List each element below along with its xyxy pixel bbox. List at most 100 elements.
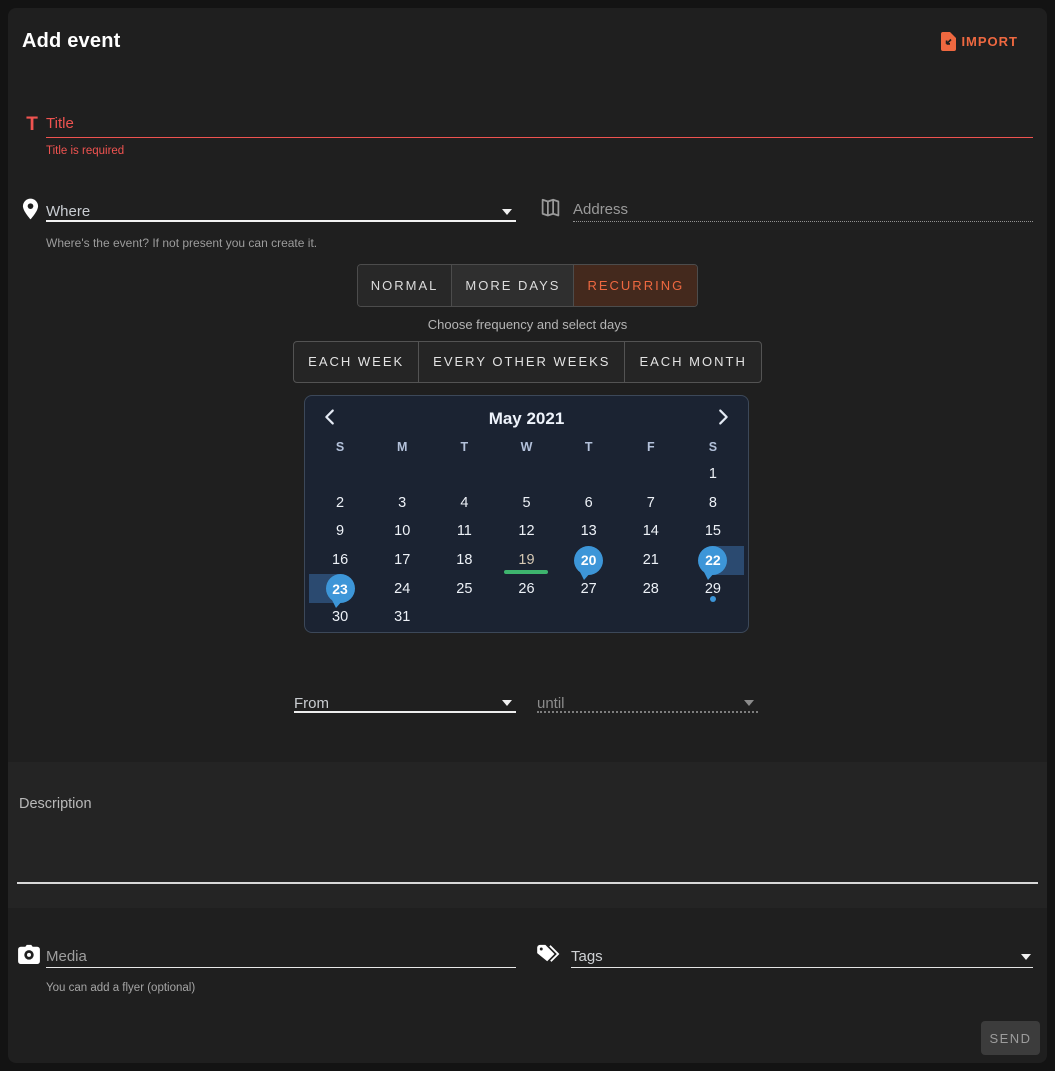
- calendar-day-23[interactable]: 23: [309, 574, 371, 609]
- calendar-day-27[interactable]: 27: [558, 574, 620, 603]
- calendar-day-13[interactable]: 13: [558, 517, 620, 546]
- day-number: 19: [518, 552, 535, 569]
- calendar-empty-cell: [495, 603, 557, 632]
- day-number: 28: [642, 580, 659, 597]
- calendar-day-5[interactable]: 5: [495, 489, 557, 518]
- calendar-day-9[interactable]: 9: [309, 517, 371, 546]
- day-number: 8: [708, 494, 717, 511]
- weekday-label: T: [460, 440, 469, 454]
- calendar-day-20[interactable]: 20: [558, 545, 620, 580]
- calendar-day-7[interactable]: 7: [620, 489, 682, 518]
- frequency-option-each-week[interactable]: EACH WEEK: [308, 354, 405, 369]
- tab-more-days[interactable]: MORE DAYS: [451, 265, 574, 306]
- calendar-empty-cell: [371, 460, 433, 489]
- day-number: 24: [394, 580, 411, 597]
- calendar-day-2[interactable]: 2: [309, 489, 371, 518]
- day-number: 6: [584, 494, 593, 511]
- event-type-tabs-wrap: NORMAL MORE DAYS RECURRING: [8, 264, 1047, 307]
- calendar-day-8[interactable]: 8: [682, 489, 744, 518]
- calendar-week-row: 23 24 25 26 27 28 29: [309, 574, 744, 609]
- calendar-day-29[interactable]: 29: [682, 574, 744, 603]
- weekday-label: F: [646, 440, 655, 454]
- calendar-header: May 2021: [305, 396, 748, 440]
- tab-normal[interactable]: NORMAL: [357, 265, 452, 306]
- title-input[interactable]: [46, 110, 1033, 138]
- calendar-day-11[interactable]: 11: [433, 517, 495, 546]
- frequency-option-each-month[interactable]: EACH MONTH: [624, 342, 760, 382]
- calendar-prev-button[interactable]: [317, 405, 343, 431]
- day-number: 25: [456, 580, 473, 597]
- calendar-day-3[interactable]: 3: [371, 489, 433, 518]
- frequency-hint: Choose frequency and select days: [427, 317, 628, 332]
- chevron-left-icon: [325, 408, 334, 425]
- calendar-day-15[interactable]: 15: [682, 517, 744, 546]
- calendar-month-title: May 2021: [488, 409, 565, 428]
- day-number: 15: [704, 523, 721, 540]
- weekday-label: S: [708, 440, 718, 454]
- day-number: 7: [646, 494, 655, 511]
- calendar-day-28[interactable]: 28: [620, 574, 682, 603]
- import-button[interactable]: IMPORT: [941, 32, 1018, 51]
- calendar-day-10[interactable]: 10: [371, 517, 433, 546]
- calendar-day-14[interactable]: 14: [620, 517, 682, 546]
- calendar-day-24[interactable]: 24: [371, 574, 433, 603]
- send-button[interactable]: SEND: [981, 1021, 1040, 1055]
- calendar-day-19[interactable]: 19: [495, 546, 557, 575]
- day-number: 10: [394, 523, 411, 540]
- calendar-day-30[interactable]: 30: [309, 603, 371, 632]
- chevron-right-icon: [719, 408, 728, 425]
- day-number: 13: [580, 523, 597, 540]
- calendar-day-26[interactable]: 26: [495, 574, 557, 603]
- where-helper: Where's the event? If not present you ca…: [46, 236, 318, 250]
- calendar-day-25[interactable]: 25: [433, 574, 495, 603]
- day-number: 27: [580, 580, 597, 597]
- day-underline-marker: [504, 570, 549, 575]
- day-number: 11: [456, 523, 472, 540]
- calendar-day-6[interactable]: 6: [558, 489, 620, 518]
- chevron-down-icon: [1021, 954, 1031, 960]
- day-number: 16: [332, 552, 349, 569]
- frequency-options-wrap: EACH WEEK EVERY OTHER WEEKS EACH MONTH: [8, 341, 1047, 383]
- day-dot-marker: [709, 595, 716, 602]
- calendar-day-18[interactable]: 18: [433, 546, 495, 575]
- frequency-option-every-other-weeks[interactable]: EVERY OTHER WEEKS: [418, 342, 624, 382]
- day-number: 17: [394, 552, 411, 569]
- calendar-day-22[interactable]: 22: [682, 545, 744, 580]
- calendar-empty-cell: [620, 603, 682, 632]
- tags-select-value: Tags: [571, 948, 603, 965]
- calendar-empty-cell: [558, 460, 620, 489]
- description-input[interactable]: [17, 766, 1038, 884]
- chevron-down-icon: [502, 700, 512, 706]
- weekday-label: W: [520, 440, 533, 454]
- day-number: 29: [704, 580, 721, 597]
- calendar-day-4[interactable]: 4: [433, 489, 495, 518]
- add-event-dialog: Add event IMPORT T Title is required Whe…: [8, 8, 1047, 1063]
- from-time-value: From: [294, 695, 329, 712]
- title-icon: T: [26, 114, 38, 135]
- calendar-empty-cell: [558, 603, 620, 632]
- media-input[interactable]: [46, 946, 516, 968]
- calendar-grid: 1 2 3 4 5 6 7 8 9 10 11 12 13 14 15 16 17 18 19 20 21 22 23 24 2…: [305, 460, 748, 632]
- day-number: 2: [336, 494, 345, 511]
- tags-select[interactable]: Tags: [571, 946, 1033, 968]
- tab-recurring[interactable]: RECURRING: [573, 265, 698, 306]
- day-number: 12: [518, 523, 535, 540]
- day-number: 30: [332, 609, 349, 626]
- calendar-day-31[interactable]: 31: [371, 603, 433, 632]
- from-time-select[interactable]: From: [294, 694, 516, 713]
- selected-day-balloon: 20: [574, 545, 604, 580]
- file-import-icon: [941, 32, 957, 51]
- chevron-down-icon: [744, 700, 754, 706]
- calendar-day-17[interactable]: 17: [371, 546, 433, 575]
- where-select[interactable]: Where: [46, 202, 516, 222]
- calendar-next-button[interactable]: [710, 405, 736, 431]
- calendar-day-12[interactable]: 12: [495, 517, 557, 546]
- day-number: 5: [522, 494, 531, 511]
- address-input[interactable]: [573, 198, 1033, 222]
- calendar-empty-cell: [682, 603, 744, 632]
- calendar-day-1[interactable]: 1: [682, 460, 744, 489]
- map-icon: [541, 198, 560, 217]
- calendar-day-21[interactable]: 21: [620, 546, 682, 575]
- calendar-day-16[interactable]: 16: [309, 546, 371, 575]
- until-time-select[interactable]: until: [537, 694, 758, 713]
